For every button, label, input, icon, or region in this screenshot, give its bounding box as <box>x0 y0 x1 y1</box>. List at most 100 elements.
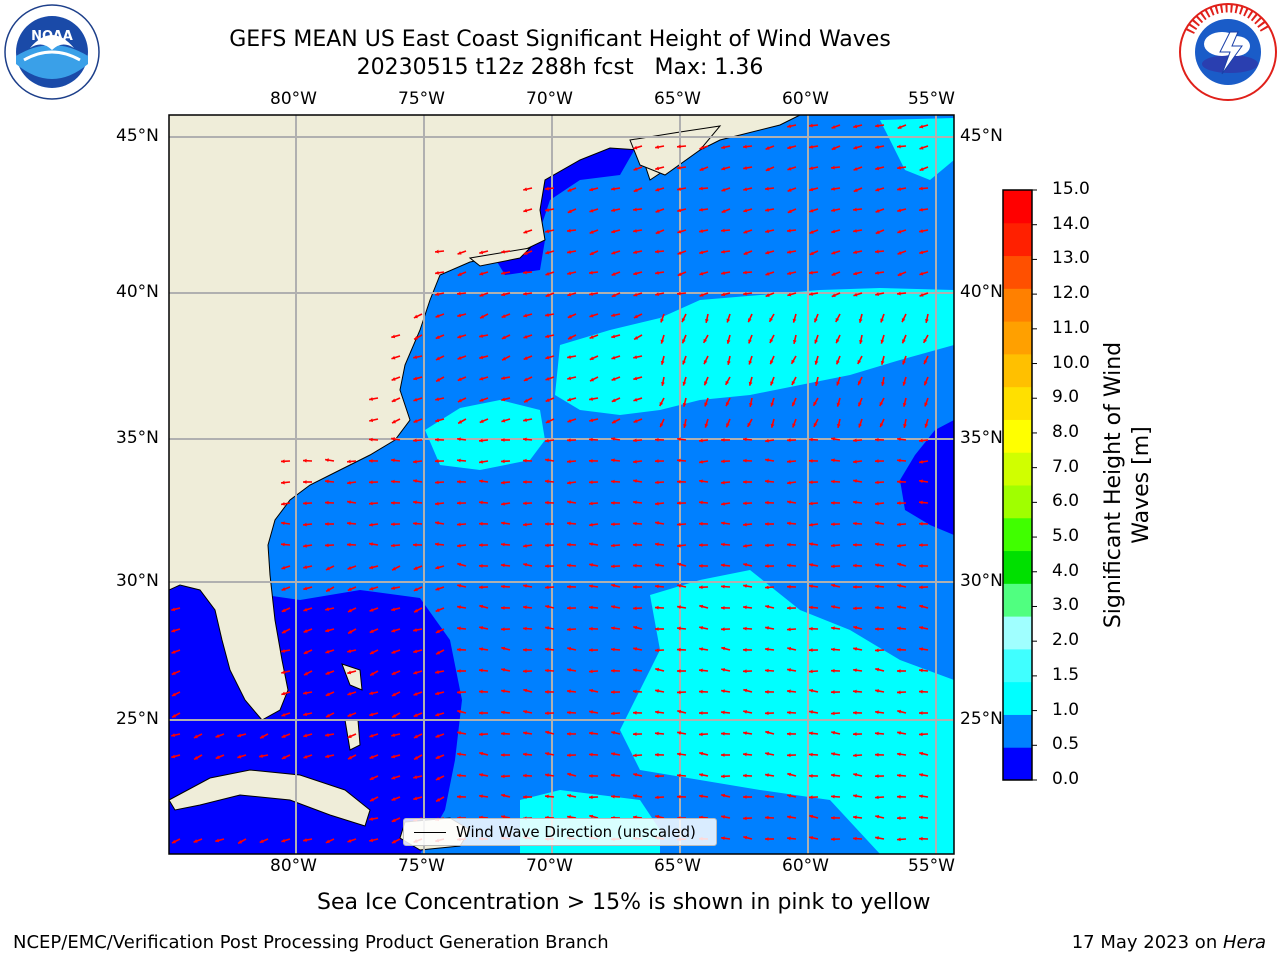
wind-arrow-head <box>770 381 774 386</box>
wind-arrow-head <box>655 648 659 653</box>
wind-arrow-head <box>457 690 461 695</box>
wind-arrow-head <box>677 187 681 191</box>
wind-arrow-head <box>831 668 835 673</box>
wind-arrow-head <box>748 339 752 344</box>
wind-arrow-head <box>589 208 594 213</box>
wind-arrow-head <box>787 145 792 150</box>
wind-arrow-head <box>901 318 906 323</box>
wind-arrow-head <box>413 376 418 381</box>
wind-arrow-head <box>347 500 351 505</box>
wind-arrow-head <box>681 318 686 323</box>
wind-arrow-head <box>765 167 770 171</box>
wind-arrow-head <box>831 837 835 842</box>
wind-arrow-head <box>699 521 703 526</box>
wind-arrow-head <box>633 772 638 777</box>
wind-arrow-head <box>347 608 352 613</box>
wind-arrow-head <box>281 670 286 675</box>
wind-arrow-head <box>479 250 484 255</box>
wind-arrow-head <box>523 334 528 339</box>
wind-arrow-head <box>457 501 461 506</box>
wind-arrow-head <box>545 500 549 505</box>
wind-arrow-head <box>677 229 682 234</box>
wind-arrow-head <box>501 249 505 254</box>
wind-arrow-head <box>743 458 747 463</box>
wind-arrow-head <box>655 480 659 485</box>
wind-arrow-head <box>809 731 813 736</box>
wind-arrow-head <box>721 667 726 672</box>
wind-arrow-head <box>897 647 901 652</box>
colorbar-tick-label: 2.0 <box>1052 630 1080 651</box>
wind-arrow-head <box>859 340 863 344</box>
wind-arrow-head <box>347 691 352 696</box>
wind-arrow-head <box>633 438 637 443</box>
wind-arrow-head <box>281 521 285 526</box>
wind-arrow-head <box>659 401 664 406</box>
wind-arrow-head <box>413 566 418 570</box>
wind-arrow-head <box>479 334 483 338</box>
wind-arrow-head <box>391 628 396 633</box>
wind-arrow-head <box>809 230 814 234</box>
wind-arrow-head <box>677 165 681 170</box>
colorbar-tick-label: 11.0 <box>1052 317 1090 338</box>
wind-arrow-head <box>457 479 461 484</box>
wind-arrow-head <box>853 479 857 483</box>
wind-arrow-head <box>611 647 615 652</box>
wind-arrow-head <box>303 565 308 570</box>
wind-arrow-head <box>171 754 176 759</box>
wind-arrow-head <box>814 381 819 386</box>
wind-arrow-head <box>655 270 659 275</box>
wind-arrow-head <box>567 376 572 381</box>
wind-arrow-head <box>721 166 726 171</box>
wind-arrow-head <box>457 731 461 735</box>
wind-arrow-head <box>875 145 879 149</box>
wind-arrow-head <box>391 692 396 697</box>
wind-arrow-head <box>479 271 484 276</box>
wind-arrow-head <box>325 671 330 675</box>
wind-arrow-head <box>567 228 571 233</box>
wind-arrow-head <box>853 815 857 820</box>
wind-arrow-head <box>655 437 659 442</box>
wind-arrow-head <box>348 629 353 634</box>
wind-arrow-head <box>677 752 681 757</box>
wind-arrow-head <box>919 459 923 464</box>
svg-text:NOAA: NOAA <box>31 29 73 44</box>
wind-arrow-head <box>809 710 813 714</box>
wind-arrow-head <box>523 522 527 527</box>
wind-arrow-head <box>924 402 928 407</box>
wind-arrow-head <box>765 668 769 673</box>
wind-arrow-head <box>743 480 747 484</box>
wind-arrow-head <box>699 186 703 191</box>
wind-arrow-head <box>523 437 527 442</box>
wind-arrow-head <box>677 709 682 714</box>
wind-arrow-head <box>545 186 549 191</box>
wind-arrow-head <box>567 335 572 340</box>
wind-arrow-head <box>369 608 374 612</box>
wind-arrow-head <box>589 418 594 423</box>
wind-arrow-head <box>875 480 879 485</box>
wind-arrow-head <box>875 648 879 653</box>
wind-arrow-head <box>765 229 770 234</box>
wind-arrow-head <box>787 521 791 526</box>
wind-arrow-head <box>501 542 505 547</box>
wind-arrow-head <box>787 209 792 213</box>
wind-arrow-head <box>787 292 792 297</box>
wind-arrow-head <box>347 713 352 717</box>
colorbar-segment <box>1003 485 1032 519</box>
wind-arrow-head <box>677 208 682 213</box>
wind-arrow-head <box>391 775 396 780</box>
wind-arrow-head <box>501 271 505 275</box>
wind-arrow-head <box>875 521 879 525</box>
colorbar-tick-label: 6.0 <box>1052 491 1080 512</box>
wind-arrow-head <box>545 585 549 590</box>
wind-arrow-head <box>325 754 330 759</box>
wind-arrow-head <box>677 501 681 506</box>
wind-arrow-head <box>677 690 681 695</box>
wind-arrow-head <box>435 356 440 361</box>
wind-arrow-head <box>171 650 176 654</box>
wind-arrow-head <box>611 437 615 441</box>
wind-arrow-head <box>611 398 616 402</box>
wind-arrow-head <box>721 563 725 568</box>
wind-arrow-head <box>501 605 505 610</box>
wind-arrow-head <box>682 402 687 407</box>
colorbar-segment <box>1003 288 1032 322</box>
